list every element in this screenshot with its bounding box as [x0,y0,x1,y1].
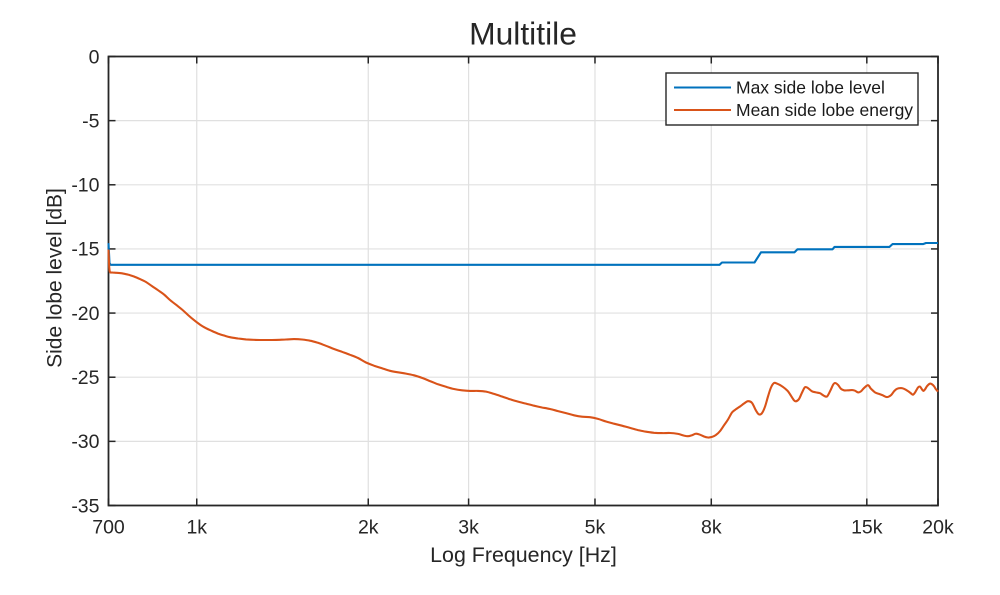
svg-text:1k: 1k [186,517,207,539]
svg-text:3k: 3k [458,517,479,539]
svg-text:15k: 15k [851,517,883,539]
svg-text:5k: 5k [585,517,606,539]
svg-text:20k: 20k [922,517,954,539]
svg-text:2k: 2k [358,517,379,539]
svg-text:-15: -15 [71,239,99,261]
svg-text:700: 700 [92,517,125,539]
svg-text:-10: -10 [71,175,99,197]
svg-text:Multitile: Multitile [469,16,577,52]
svg-text:0: 0 [89,46,100,68]
svg-text:Side lobe level [dB]: Side lobe level [dB] [44,188,67,368]
svg-text:-25: -25 [71,367,99,389]
svg-text:Mean side lobe energy: Mean side lobe energy [736,100,913,120]
svg-text:Log Frequency [Hz]: Log Frequency [Hz] [430,543,617,567]
svg-text:Max side lobe level: Max side lobe level [736,78,885,98]
svg-text:-35: -35 [71,495,99,517]
svg-text:-20: -20 [71,303,99,325]
svg-text:-5: -5 [82,110,99,132]
svg-text:8k: 8k [701,517,722,539]
svg-text:-30: -30 [71,431,99,453]
